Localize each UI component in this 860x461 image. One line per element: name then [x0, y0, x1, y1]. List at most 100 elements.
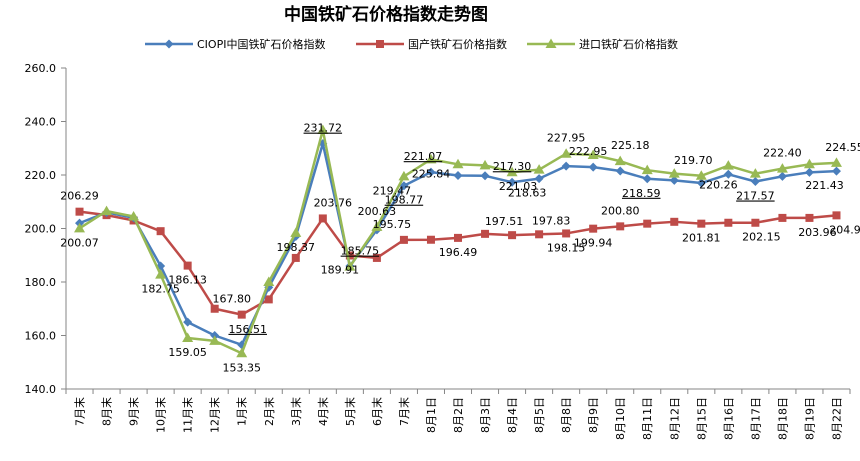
- triangle-marker: [371, 221, 383, 231]
- data-label: 221.43: [805, 179, 844, 192]
- triangle-marker: [641, 164, 653, 175]
- legend-label: 国产铁矿石价格指数: [408, 37, 507, 51]
- x-tick-label: 4月末: [316, 397, 330, 426]
- legend-item-1: CIOPI中国铁矿石价格指数: [145, 37, 325, 51]
- square-marker: [372, 253, 381, 262]
- y-tick-label: 220.0: [25, 169, 57, 182]
- data-label: 156.51: [228, 323, 267, 336]
- y-tick-label: 180.0: [25, 276, 57, 289]
- diamond-marker: [399, 181, 409, 191]
- diamond-marker: [669, 175, 679, 185]
- x-tick-label: 8月11日: [641, 397, 654, 440]
- diamond-marker: [507, 177, 517, 187]
- diamond-marker: [642, 174, 652, 184]
- triangle-marker: [182, 332, 194, 343]
- data-label: 224.55: [825, 141, 860, 154]
- square-marker: [670, 217, 679, 226]
- triangle-marker: [317, 124, 329, 135]
- data-label: 219.70: [674, 154, 713, 167]
- y-tick-label: 160.0: [25, 330, 57, 343]
- data-label: 203.76: [314, 196, 353, 209]
- series-3: [74, 124, 842, 358]
- square-marker: [454, 233, 462, 242]
- x-tick-label: 7月末: [73, 397, 87, 426]
- triangle-marker: [776, 163, 788, 173]
- x-tick-label: 8月18日: [776, 397, 789, 440]
- series-line: [79, 210, 837, 316]
- triangle-marker: [668, 168, 680, 178]
- triangle-marker: [452, 158, 464, 169]
- x-tick-label: 8月8日: [560, 397, 573, 433]
- square-marker: [156, 227, 165, 236]
- square-marker: [291, 253, 300, 262]
- x-tick-label: 8月10日: [614, 397, 627, 440]
- data-label: 200.63: [358, 205, 397, 218]
- legend-item-3: 进口铁矿石价格指数: [527, 37, 678, 51]
- y-tick-label: 240.0: [25, 116, 57, 129]
- square-marker: [237, 310, 246, 319]
- legend-square-marker: [376, 40, 384, 48]
- triangle-marker: [425, 153, 437, 164]
- axes: 140.0 160.0 180.0 200.0 220.0 240.0 260.0 7月末 8月…: [25, 62, 851, 440]
- square-marker: [183, 261, 192, 270]
- data-label: 186.13: [168, 274, 207, 287]
- x-tick-label: 8月1日: [425, 397, 438, 433]
- x-tick-label: 8月9日: [587, 397, 600, 433]
- data-label: 167.80: [212, 293, 251, 306]
- square-marker: [832, 211, 841, 220]
- data-label: 199.94: [574, 237, 613, 250]
- square-marker: [318, 214, 327, 223]
- data-label: 153.35: [222, 361, 261, 374]
- series-1: [75, 139, 841, 350]
- x-tick-label: 2月末: [262, 397, 276, 426]
- x-tick-label: 8月4日: [506, 397, 519, 433]
- data-label: 200.80: [601, 204, 640, 217]
- triangle-marker: [479, 159, 491, 170]
- data-label: 220.26: [699, 178, 738, 191]
- triangle-marker: [587, 149, 599, 159]
- data-label: 221.07: [404, 150, 443, 163]
- data-label: 225.84: [412, 167, 451, 180]
- legend: CIOPI中国铁矿石价格指数 国产铁矿石价格指数 进口铁矿石价格指数: [145, 37, 678, 51]
- triangle-marker: [695, 170, 707, 180]
- legend-label: CIOPI中国铁矿石价格指数: [197, 37, 325, 51]
- diamond-marker: [777, 171, 787, 181]
- triangle-marker: [74, 222, 86, 233]
- x-tick-label: 8月2日: [452, 397, 465, 433]
- data-label: 200.07: [60, 236, 99, 249]
- square-marker: [805, 213, 814, 222]
- data-label: 204.91: [829, 223, 860, 236]
- x-tick-label: 5月末: [343, 397, 357, 426]
- triangle-marker: [101, 205, 113, 216]
- triangle-marker: [155, 269, 167, 279]
- triangle-marker: [722, 160, 734, 170]
- diamond-marker: [831, 166, 841, 176]
- legend-label: 进口铁矿石价格指数: [579, 37, 678, 51]
- data-label: 159.05: [168, 346, 207, 359]
- data-label: 225.18: [611, 139, 650, 152]
- triangle-marker: [209, 335, 221, 345]
- square-marker: [481, 229, 490, 238]
- chart-title: 中国铁矿石价格指数走势图: [284, 4, 488, 25]
- square-marker: [345, 251, 354, 260]
- square-marker: [399, 235, 408, 244]
- triangle-marker: [263, 276, 275, 286]
- x-tick-label: 8月末: [100, 397, 114, 426]
- x-tick-label: 8月17日: [749, 397, 762, 440]
- x-tick-label: 6月末: [370, 397, 384, 426]
- data-label: 219.47: [373, 184, 412, 197]
- square-marker: [589, 224, 598, 233]
- y-tick-label: 260.0: [25, 62, 57, 75]
- x-tick-label: 8月12日: [668, 397, 681, 440]
- square-marker: [751, 218, 760, 227]
- data-label: 217.30: [493, 160, 532, 173]
- diamond-marker: [696, 178, 706, 188]
- legend-diamond-marker: [164, 39, 174, 49]
- x-tick-label: 12月末: [208, 397, 222, 433]
- square-marker: [643, 219, 652, 228]
- data-label: 221.03: [499, 180, 538, 193]
- diamond-marker: [615, 166, 625, 176]
- triangle-marker: [560, 148, 572, 158]
